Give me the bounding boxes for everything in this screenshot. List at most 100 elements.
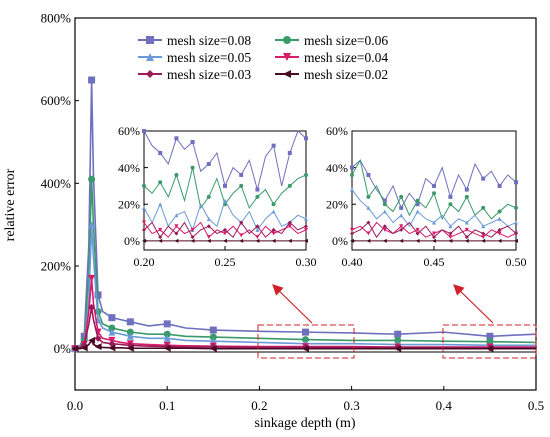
data-point — [432, 235, 436, 240]
data-point — [382, 198, 387, 203]
y-tick-label: 40% — [326, 161, 348, 175]
y-tick-label: 60% — [326, 124, 348, 138]
data-point — [366, 238, 371, 243]
legend-swatch-marker — [146, 53, 154, 61]
data-point — [302, 345, 309, 353]
data-point — [271, 238, 276, 243]
data-point — [239, 233, 244, 238]
data-point — [304, 224, 308, 229]
data-point — [415, 202, 420, 207]
legend-label: mesh size=0.03 — [167, 67, 251, 82]
data-point — [88, 76, 96, 84]
data-point — [287, 183, 292, 188]
data-point — [163, 344, 171, 352]
data-point — [88, 274, 96, 282]
data-point — [497, 231, 502, 236]
inset-right-frame — [351, 130, 517, 251]
data-point — [399, 224, 404, 229]
data-point — [302, 328, 309, 336]
series-line — [74, 224, 536, 350]
data-point — [399, 227, 404, 232]
inset-right-ticks: 0.40 0.45 0.50 0% 20% 40% 60% — [326, 124, 527, 269]
data-point — [142, 238, 146, 243]
data-point — [190, 139, 195, 144]
legend-label: mesh size=0.08 — [167, 33, 251, 48]
data-point — [481, 235, 486, 240]
data-point — [399, 205, 404, 210]
data-point — [126, 344, 134, 352]
y-tick-label: 200% — [41, 259, 72, 274]
y-tick-label: 800% — [41, 11, 72, 26]
data-point — [190, 227, 195, 232]
data-point — [497, 209, 502, 214]
inset-left: 0.20 0.25 0.30 0% 20% 40% 60% — [118, 124, 317, 269]
data-point — [366, 231, 371, 236]
data-point — [481, 205, 486, 210]
data-point — [415, 238, 420, 243]
data-point — [142, 129, 146, 133]
data-point — [223, 227, 227, 232]
data-point — [209, 333, 217, 341]
data-point — [163, 320, 171, 328]
data-point — [255, 227, 260, 232]
data-point — [88, 303, 96, 311]
data-point — [209, 326, 217, 334]
y-tick-label: 20% — [118, 197, 140, 211]
data-point — [304, 172, 308, 177]
x-tick-label: 0.30 — [296, 255, 317, 269]
data-point — [174, 224, 179, 229]
data-point — [271, 227, 276, 232]
data-point — [94, 291, 102, 299]
data-point — [209, 345, 217, 353]
data-point — [514, 220, 518, 225]
data-point — [108, 344, 116, 352]
data-point — [464, 220, 469, 225]
series-line — [74, 307, 536, 350]
data-point — [271, 143, 276, 148]
data-point — [223, 183, 227, 188]
data-point — [366, 172, 371, 177]
data-point — [448, 235, 453, 240]
data-point — [255, 187, 260, 192]
data-point — [415, 209, 420, 214]
data-point — [497, 216, 502, 221]
data-point — [448, 224, 453, 229]
data-point — [382, 238, 387, 243]
legend-label: mesh size=0.05 — [167, 50, 251, 65]
data-point — [223, 198, 227, 203]
data-point — [174, 172, 179, 177]
data-point — [514, 205, 518, 210]
data-point — [239, 238, 244, 243]
data-point — [415, 231, 420, 236]
main-axis-ticks: 0.0 0.1 0.2 0.3 0.4 0.5 0% 200% 400% 600% 800% — [41, 11, 544, 413]
data-point — [94, 343, 102, 351]
data-point — [366, 205, 371, 210]
legend-label: mesh size=0.06 — [304, 33, 388, 48]
data-point — [432, 238, 436, 243]
data-point — [481, 176, 486, 181]
data-point — [514, 231, 518, 236]
data-point — [382, 209, 387, 214]
data-point — [206, 194, 211, 199]
data-point — [366, 220, 371, 225]
data-point — [142, 220, 146, 225]
y-axis-label: relative error — [3, 168, 18, 241]
data-point — [158, 150, 163, 155]
data-point — [163, 334, 171, 342]
data-point — [415, 227, 420, 232]
data-point — [206, 216, 211, 221]
data-point — [481, 224, 486, 229]
x-tick-label: 0.0 — [67, 398, 83, 413]
data-point — [206, 161, 211, 166]
y-tick-label: 20% — [326, 197, 348, 211]
data-point — [174, 231, 179, 236]
data-point — [206, 238, 211, 243]
data-point — [158, 238, 163, 243]
x-tick-label: 0.5 — [528, 398, 544, 413]
data-point — [126, 332, 134, 340]
x-tick-label: 0.4 — [436, 398, 453, 413]
x-tick-label: 0.25 — [215, 255, 236, 269]
y-tick-label: 40% — [118, 161, 140, 175]
data-point — [464, 238, 469, 243]
